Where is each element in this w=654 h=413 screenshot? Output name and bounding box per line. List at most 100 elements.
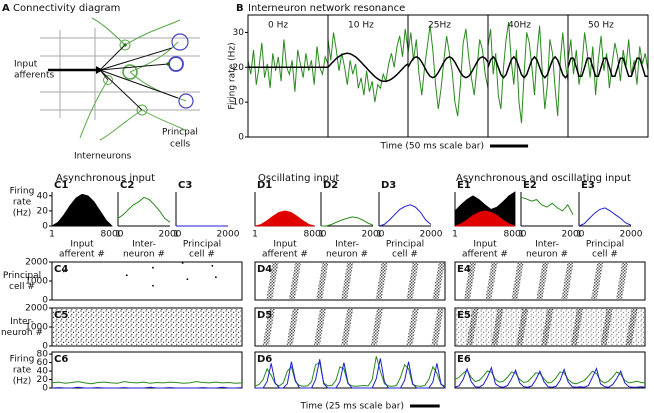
y-tick-label: 60 (37, 358, 49, 368)
burst (561, 263, 574, 299)
panel-label: C1 (54, 180, 68, 191)
x-tick-label: 2000 (362, 230, 385, 240)
burst (289, 263, 301, 299)
y-tick-label: 0 (42, 296, 48, 306)
burst (341, 263, 354, 299)
frame (454, 307, 646, 347)
frame (247, 14, 649, 138)
y-axis-label: neuron # (1, 328, 43, 338)
panel-label: D5 (257, 310, 272, 321)
x-tick-label: 1 (576, 230, 582, 240)
line (327, 28, 409, 103)
x-axis-label: Input (473, 240, 497, 250)
line (487, 55, 569, 79)
x-axis-label: Principal (386, 240, 424, 250)
x-axis-label: Principal (586, 240, 624, 250)
panel-label: C5 (54, 310, 68, 321)
burst (375, 263, 388, 299)
line (247, 39, 329, 92)
x-tick-label: 1 (518, 230, 524, 240)
y-axis-label: Firing (10, 355, 35, 365)
x-axis-label: neuron # (123, 250, 165, 260)
x-tick-label: 2000 (562, 230, 585, 240)
diagram-label: Input (14, 60, 38, 70)
burst (431, 309, 444, 345)
burst (536, 263, 549, 299)
x-axis-label: afferent # (462, 250, 508, 260)
x-axis-label: Input (70, 240, 94, 250)
burst (600, 309, 613, 345)
burst (570, 309, 583, 345)
line (321, 216, 374, 227)
burst (466, 309, 479, 345)
y-axis-label: (Hz) (13, 209, 32, 219)
y-tick-label: 30 (233, 28, 245, 38)
frame (454, 261, 646, 301)
line (567, 57, 648, 78)
panel-label: E3 (581, 180, 595, 191)
x-tick-label: 1 (376, 230, 382, 240)
chart-title: Interneuron network resonance (248, 3, 405, 14)
line (51, 386, 243, 389)
x-axis-label: cell # (189, 250, 215, 260)
frame (454, 351, 646, 389)
panel-label: B (236, 3, 244, 14)
panel-title: 25Hz (428, 21, 451, 31)
burst (491, 309, 504, 345)
x-axis-label: Inter- (132, 240, 156, 250)
section-title: Asynchronous input (56, 173, 155, 184)
diagram-label: afferents (14, 71, 55, 81)
x-axis-label: cell # (392, 250, 418, 260)
panel-label: C4 (54, 264, 68, 275)
panel-label: D2 (323, 180, 338, 191)
line (51, 381, 243, 385)
y-tick-label: 80 (37, 350, 49, 360)
connectivity-diagram (40, 17, 200, 141)
line (327, 52, 409, 82)
spike (125, 274, 128, 277)
scale-bar (410, 404, 440, 408)
y-tick-label: 10 (233, 98, 245, 108)
y-tick-label: 0 (42, 384, 48, 394)
spike (211, 264, 214, 267)
burst (541, 309, 554, 345)
burst (406, 263, 419, 299)
scale-bar (490, 144, 529, 148)
x-tick-label: 8000 (304, 230, 327, 240)
y-tick-label: 20 (37, 206, 49, 216)
line (454, 369, 646, 385)
panel-title: 10 Hz (348, 21, 374, 31)
y-tick-label: 1000 (25, 323, 48, 333)
x-axis-label: Inter- (335, 240, 359, 250)
x-tick-label: 8000 (101, 230, 124, 240)
line (117, 196, 171, 223)
y-axis-label: Firing rate (Hz) (228, 42, 238, 109)
panel-label: C6 (54, 354, 68, 365)
panel-label: C3 (178, 180, 192, 191)
spike (214, 276, 217, 279)
burst (316, 263, 329, 299)
x-axis-label: Time (50 ms scale bar) (379, 142, 484, 152)
x-tick-label: 2000 (620, 230, 643, 240)
line (407, 55, 489, 79)
burst (262, 309, 275, 345)
x-axis-label: cell # (592, 250, 618, 260)
frame (51, 261, 243, 301)
diagram-label: Princpal (162, 128, 198, 138)
y-tick-label: 40 (37, 191, 49, 201)
area (254, 210, 316, 227)
y-axis-label: cell # (9, 282, 35, 292)
line (255, 358, 446, 389)
burst (516, 309, 529, 345)
panel-title: Connectivity diagram (13, 3, 120, 14)
frame (254, 261, 446, 301)
frame (254, 351, 446, 389)
y-tick-label: 1000 (25, 277, 48, 287)
y-tick-label: 2000 (25, 258, 48, 268)
y-tick-label: 20 (37, 375, 49, 385)
diagram-label: Interneurons (74, 152, 132, 162)
y-tick-label: 0 (42, 222, 48, 232)
line (578, 207, 632, 227)
spike (62, 270, 65, 273)
line (487, 21, 569, 124)
